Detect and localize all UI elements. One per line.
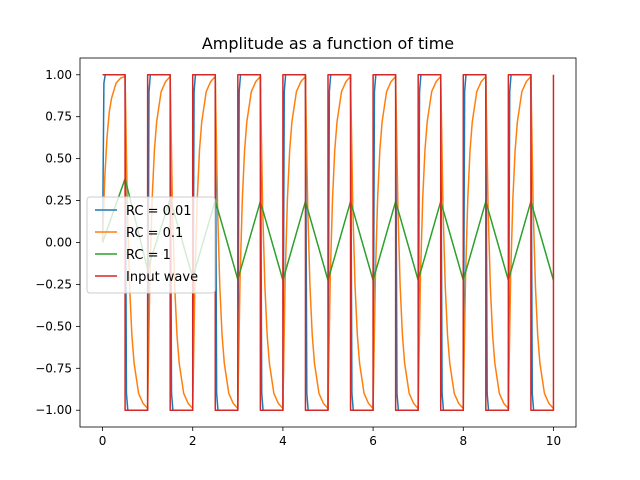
y-tick-label: 0.50 (45, 152, 72, 166)
legend-label-1: RC = 0.1 (126, 226, 183, 241)
y-tick-label: 1.00 (45, 68, 72, 82)
x-tick-label: 8 (459, 434, 467, 448)
y-tick-label: −0.50 (35, 319, 72, 333)
legend-label-0: RC = 0.01 (126, 204, 192, 219)
y-tick-label: 0.25 (45, 194, 72, 208)
y-tick-label: 0.00 (45, 236, 72, 250)
y-tick-label: −1.00 (35, 403, 72, 417)
chart-title: Amplitude as a function of time (202, 34, 454, 53)
legend-box (86, 196, 216, 294)
legend: RC = 0.01 RC = 0.1 RC = 1 Input wave (86, 196, 216, 294)
x-tick-label: 2 (189, 434, 197, 448)
series-line-3 (102, 74, 555, 411)
y-tick-label: −0.75 (35, 361, 72, 375)
y-tick-label: 0.75 (45, 110, 72, 124)
y-tick-label: −0.25 (35, 277, 72, 291)
x-tick-label: 10 (546, 434, 561, 448)
axes: 0 2 4 6 8 10 1.00 0.75 0.50 0.25 0.00 −0.25 −0.50 −0.… (35, 57, 577, 448)
x-tick-label: 6 (369, 434, 377, 448)
legend-label-2: RC = 1 (126, 248, 171, 263)
x-tick-label: 4 (279, 434, 287, 448)
legend-label-3: Input wave (126, 270, 198, 285)
x-tick-label: 0 (99, 434, 107, 448)
